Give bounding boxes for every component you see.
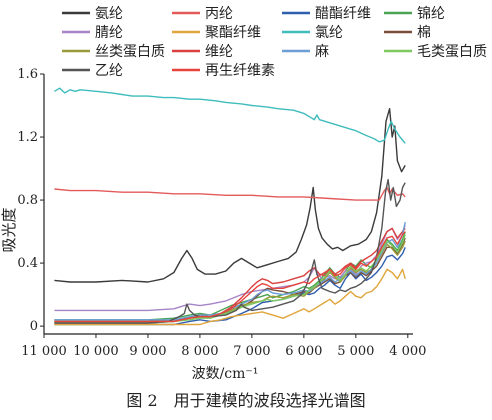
legend-label: 氨纶 — [95, 6, 123, 22]
series-line-2 — [54, 186, 406, 201]
legend-label: 丝类蛋白质 — [95, 44, 165, 60]
legend-label: 棉 — [417, 24, 431, 41]
x-tick-label: 5 000 — [337, 344, 374, 359]
plot-area — [54, 87, 406, 326]
series-line-1 — [54, 108, 406, 283]
x-tick-label: 8 000 — [181, 344, 218, 359]
series-line-7 — [54, 87, 406, 144]
y-tick-label: 1.6 — [17, 67, 38, 82]
series-line-12 — [54, 234, 406, 324]
series-line-13 — [54, 178, 406, 324]
x-tick-label: 7 000 — [233, 344, 270, 359]
legend-label: 醋酯纤维 — [315, 6, 371, 22]
y-tick-label: 1.2 — [17, 130, 38, 145]
y-axis-label: 吸光度 — [0, 207, 18, 252]
y-tick-label: 0.4 — [17, 256, 38, 271]
legend-label: 乙纶 — [95, 63, 123, 79]
x-tick-label: 10 000 — [73, 344, 119, 359]
series-line-6 — [54, 268, 406, 326]
legend-label: 氯纶 — [315, 25, 343, 41]
x-tick-label: 4 000 — [389, 344, 426, 359]
legend-label: 聚酯纤维 — [205, 25, 261, 41]
x-tick-label: 11 000 — [21, 344, 67, 359]
x-axis-label: 波数/cm⁻¹ — [192, 366, 259, 382]
legend-label: 维纶 — [205, 44, 233, 60]
series-line-3 — [54, 247, 406, 326]
legend-label: 毛类蛋白质 — [417, 44, 487, 60]
legend-label: 锦纶 — [417, 5, 445, 22]
axes: 11 000 10 000 9 000 8 000 7 000 6 000 5 000 4 0… — [17, 67, 426, 359]
x-tick-label: 6 000 — [285, 344, 322, 359]
legend-label: 腈纶 — [95, 25, 123, 41]
legend-label: 丙纶 — [205, 6, 233, 22]
y-tick-label: 0.8 — [17, 193, 38, 208]
figure-caption: 图 2 用于建模的波段选择光谱图 — [126, 391, 365, 410]
y-tick-label: 0 — [30, 319, 38, 334]
legend-label: 再生纤维素 — [205, 63, 275, 79]
legend-label: 麻 — [315, 44, 329, 60]
series-line-14 — [54, 231, 406, 323]
x-tick-label: 9 000 — [129, 344, 166, 359]
